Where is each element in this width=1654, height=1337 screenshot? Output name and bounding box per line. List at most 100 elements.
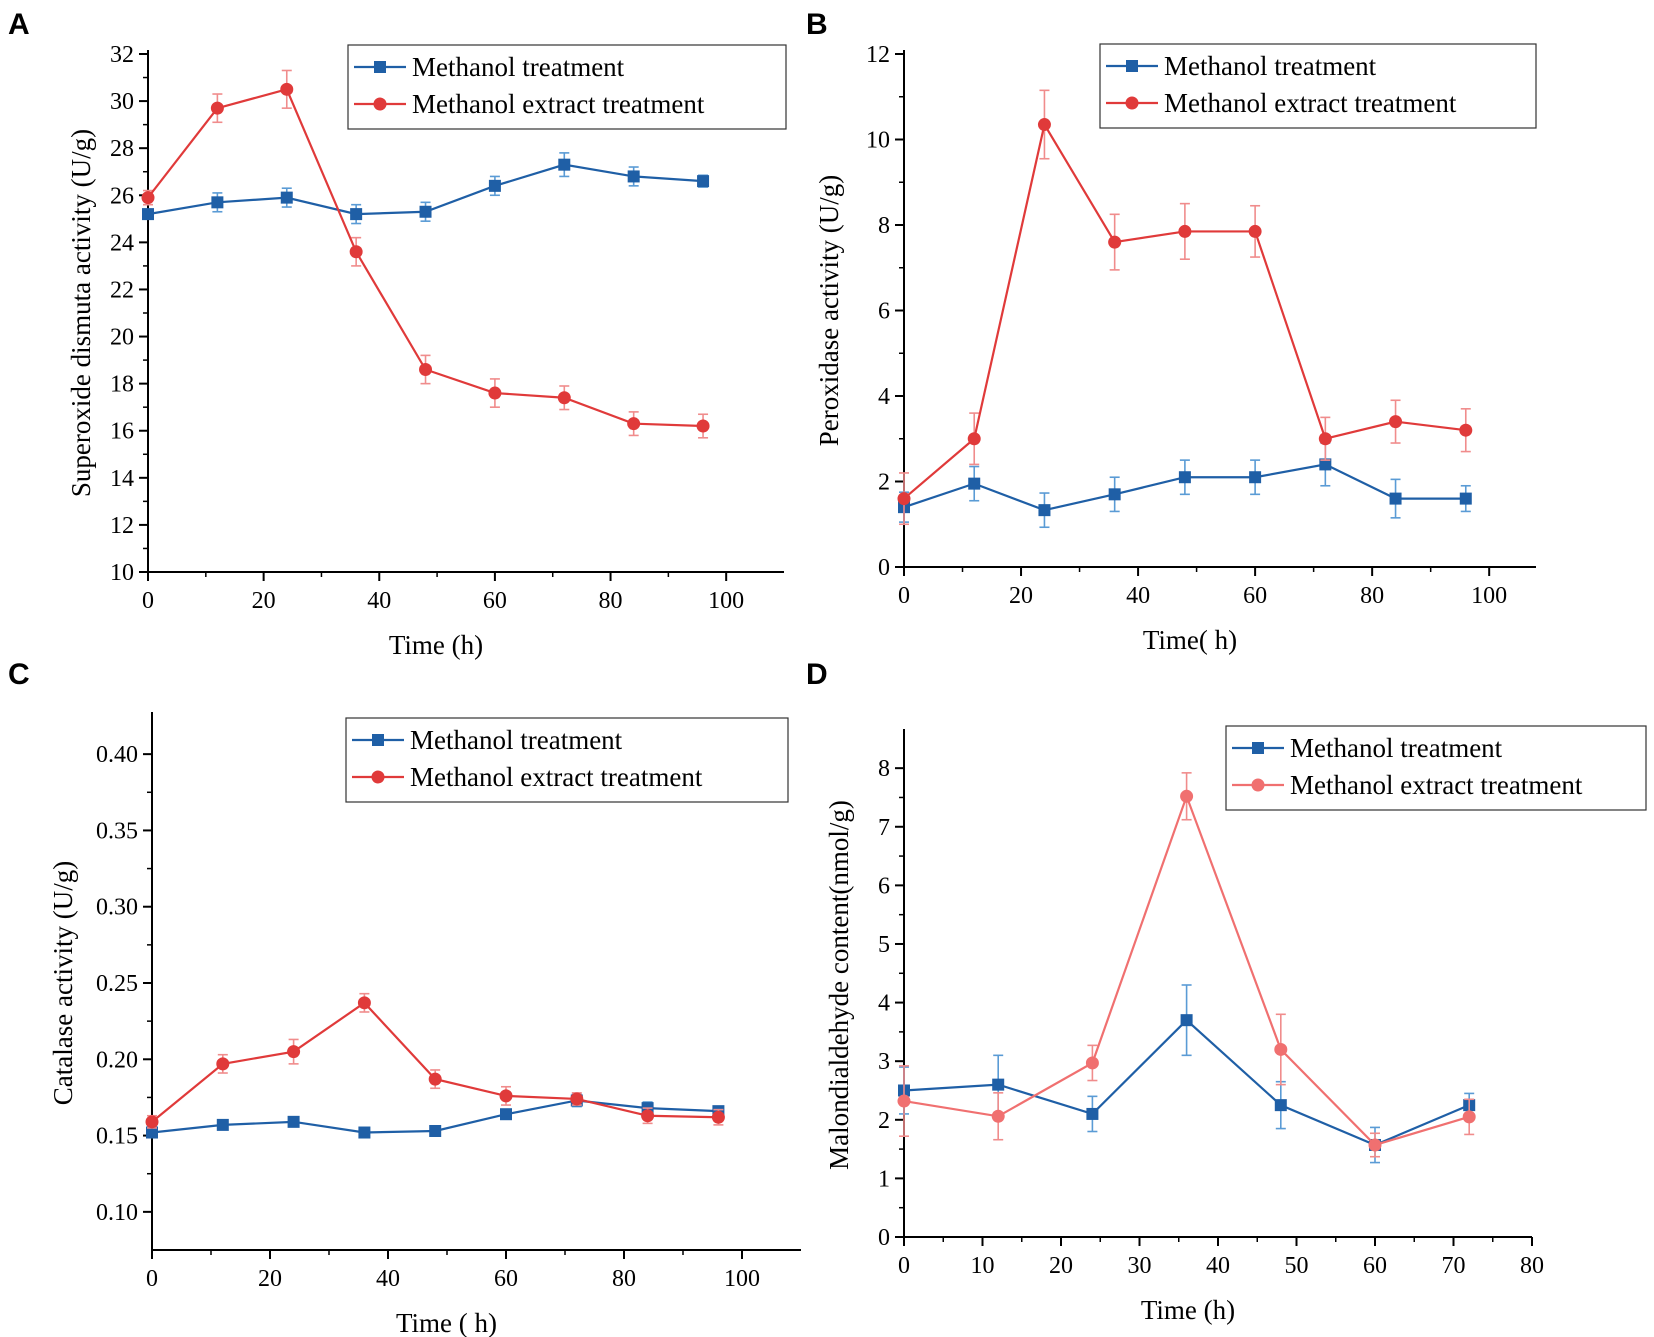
series-methanol-extract-treatment — [145, 992, 725, 1129]
data-point — [897, 1094, 911, 1108]
data-point — [216, 1118, 229, 1131]
data-point — [1389, 492, 1402, 505]
legend-marker-square — [372, 734, 384, 746]
legend-box — [1099, 43, 1537, 129]
data-point — [429, 1124, 442, 1137]
series-methanol-extract-treatment — [897, 772, 1476, 1158]
data-point — [358, 1126, 371, 1139]
y-tick-label: 0.20 — [96, 1047, 138, 1073]
series-line — [151, 1001, 719, 1123]
y-tick-label: 0 — [878, 555, 890, 581]
y-tick-label: 16 — [110, 419, 134, 445]
x-tick-label: 80 — [1520, 1253, 1544, 1279]
legend: Methanol treatment Methanol extract treat… — [347, 44, 787, 130]
x-tick-label: 80 — [599, 588, 623, 614]
y-tick-label: 0 — [878, 1225, 890, 1251]
data-point — [968, 477, 981, 490]
y-tick-label: 12 — [866, 42, 890, 68]
data-point — [570, 1092, 584, 1106]
x-tick-label: 40 — [367, 588, 391, 614]
x-axis-title: Time (h) — [389, 630, 483, 660]
chart-panel-d: D 0 10 20 30 40 50 60 70 80 0 1 2 3 4 5 6 7 8 Time (h) Malon… — [806, 658, 1647, 1325]
chart-panel-a: A 0 20 40 60 80 100 10 12 14 16 18 20 22 24 26 28 30 32 Tim… — [8, 8, 787, 660]
y-tick-label: 0.40 — [96, 742, 138, 768]
chart-panel-b: B 0 20 40 60 80 100 0 2 4 6 8 10 12 Time( h) Peroxidase… — [806, 8, 1537, 655]
data-point — [991, 1109, 1005, 1123]
data-point — [499, 1089, 513, 1103]
data-point — [357, 996, 371, 1010]
y-axis-title: Peroxidase activity (U/g) — [814, 175, 844, 446]
y-tick-label: 26 — [110, 183, 134, 209]
y-tick-label: 5 — [878, 932, 890, 958]
y-tick-label: 10 — [866, 128, 890, 154]
x-axis-title: Time (h) — [1141, 1295, 1235, 1325]
series-line — [903, 121, 1466, 500]
series-line — [903, 793, 1470, 1147]
data-point — [557, 391, 571, 405]
x-tick-label: 40 — [376, 1266, 400, 1292]
y-tick-label: 0.25 — [96, 971, 138, 997]
y-axis-title: Malondialdehyde content(nmol/g) — [824, 800, 854, 1170]
x-tick-label: 60 — [1363, 1253, 1387, 1279]
data-point — [1459, 492, 1472, 505]
y-tick-label: 0.15 — [96, 1124, 138, 1150]
data-point — [1038, 504, 1051, 517]
x-tick-label: 40 — [1126, 583, 1150, 609]
legend: Methanol treatment Methanol extract treat… — [345, 717, 789, 803]
x-tick-label: 60 — [494, 1266, 518, 1292]
data-point — [428, 1072, 442, 1086]
legend-label: Methanol extract treatment — [410, 762, 703, 792]
x-tick-label: 20 — [1049, 1253, 1073, 1279]
data-point — [488, 386, 502, 400]
data-point — [1368, 1138, 1382, 1152]
data-point — [146, 1126, 158, 1139]
data-point — [992, 1078, 1005, 1091]
legend-label: Methanol treatment — [410, 725, 623, 755]
legend-box — [347, 44, 787, 130]
y-tick-label: 0.10 — [96, 1200, 138, 1226]
data-point — [210, 101, 224, 115]
legend-marker-circle — [1251, 778, 1265, 792]
legend-marker-circle — [1125, 96, 1139, 110]
x-tick-label: 0 — [898, 1253, 910, 1279]
legend-marker-circle — [371, 770, 385, 784]
data-point — [1319, 458, 1332, 471]
data-point — [1037, 118, 1051, 132]
data-point — [696, 419, 710, 433]
legend-label: Methanol treatment — [1290, 733, 1503, 763]
panel-label: D — [806, 658, 828, 691]
data-point — [697, 175, 710, 188]
data-point — [1178, 471, 1191, 484]
data-point — [488, 179, 501, 192]
y-tick-label: 2 — [878, 1108, 890, 1134]
data-point — [500, 1108, 512, 1121]
y-tick-label: 18 — [110, 372, 134, 398]
data-point — [1248, 224, 1262, 238]
y-tick-label: 8 — [878, 756, 890, 782]
x-tick-label: 80 — [612, 1266, 636, 1292]
panel-label: B — [806, 8, 828, 41]
series-methanol-treatment — [898, 984, 1476, 1164]
x-tick-label: 0 — [898, 583, 910, 609]
x-tick-label: 20 — [258, 1266, 282, 1292]
panel-label: A — [8, 8, 30, 41]
series-methanol-treatment — [898, 442, 1472, 529]
data-point — [145, 1115, 159, 1129]
y-tick-label: 12 — [110, 513, 134, 539]
y-tick-label: 32 — [110, 42, 134, 68]
data-point — [280, 82, 294, 96]
data-point — [350, 208, 363, 221]
data-point — [1085, 1056, 1099, 1070]
y-tick-label: 7 — [878, 815, 890, 841]
data-point — [1318, 432, 1332, 446]
series-methanol-extract-treatment — [141, 69, 710, 439]
x-tick-label: 30 — [1128, 1253, 1152, 1279]
data-point — [627, 170, 640, 183]
y-tick-label: 24 — [110, 230, 134, 256]
data-point — [1178, 224, 1192, 238]
y-tick-label: 30 — [110, 89, 134, 115]
x-tick-label: 60 — [483, 588, 507, 614]
y-tick-label: 4 — [878, 991, 890, 1017]
x-tick-label: 10 — [971, 1253, 995, 1279]
